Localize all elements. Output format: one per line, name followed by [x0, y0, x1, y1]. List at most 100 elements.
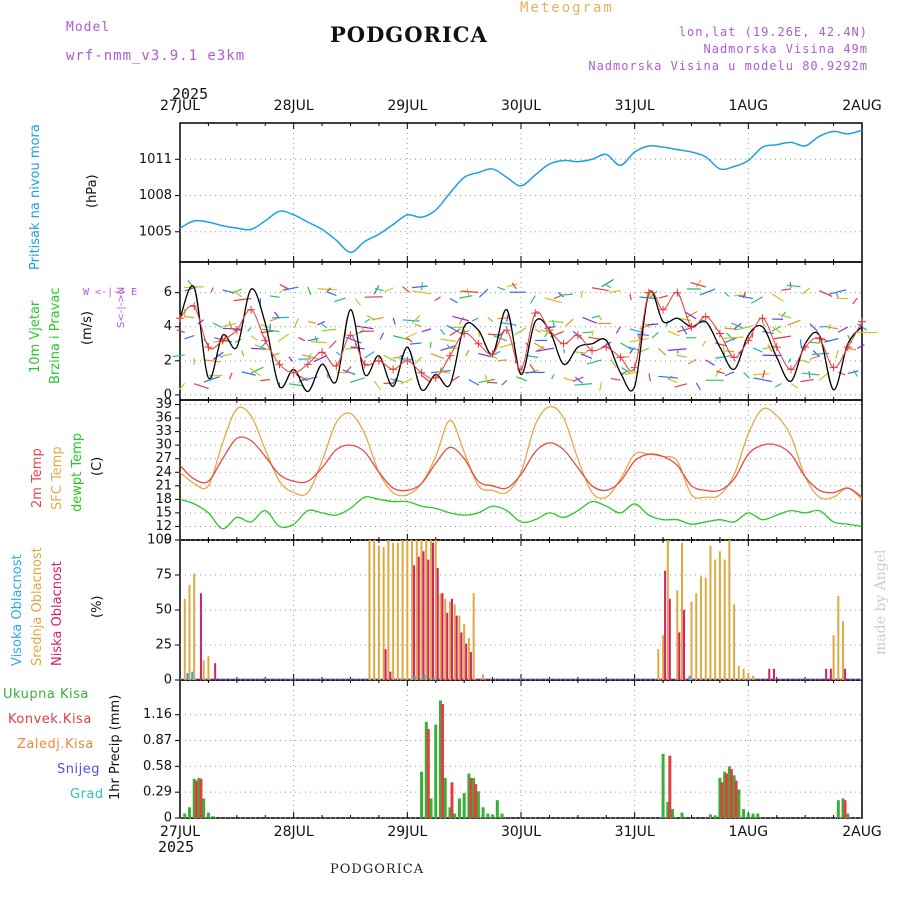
- precip-bar-conv: [720, 782, 724, 818]
- precip-bar-total: [448, 807, 452, 818]
- precip-bar-conv: [725, 773, 729, 818]
- wind-arrow: [241, 371, 256, 376]
- wind-arrow: [511, 282, 517, 290]
- wind-gust-marker: [303, 360, 312, 369]
- precip-bar-total: [197, 777, 201, 818]
- precip-bar-total: [183, 813, 187, 818]
- wind-arrow: [753, 373, 769, 376]
- temp-sfc-line: [179, 405, 863, 500]
- wind-gust-marker: [843, 343, 852, 352]
- wind-compass-h: W <-|-> E: [83, 287, 138, 298]
- precip-bar-total: [666, 801, 670, 818]
- precip-bar-conv: [474, 784, 478, 818]
- wind-arrow: [247, 327, 252, 332]
- wind-arrow: [786, 284, 801, 288]
- precip-bar-total: [187, 807, 191, 818]
- wind-arrow: [826, 326, 839, 330]
- temp-ytick-label: 18: [155, 492, 172, 507]
- wind-gust-marker: [829, 363, 838, 372]
- wind-arrow: [751, 333, 754, 339]
- wind-arrow: [565, 318, 574, 327]
- wind-arrow: [629, 293, 632, 301]
- wind-arrow: [279, 287, 287, 294]
- time-label-top: 29JUL: [387, 98, 427, 114]
- precip-legend-hail: Grad: [70, 787, 104, 802]
- precip-ytick-label: 0.29: [143, 785, 172, 800]
- wind-arrow: [216, 353, 223, 358]
- precip-bar-conv: [426, 728, 430, 818]
- precip-bar-total: [420, 771, 424, 818]
- precip-bar-conv: [734, 780, 738, 818]
- precip-bar-total: [491, 814, 495, 818]
- wind-arrow: [487, 381, 498, 384]
- wind-arrow: [384, 287, 394, 293]
- wind-gust-marker: [744, 336, 753, 345]
- wind-arrow: [393, 356, 402, 359]
- wind-gust-marker: [445, 351, 454, 360]
- wind-arrow: [392, 378, 397, 384]
- wind-arrow: [835, 292, 839, 298]
- wind-arrow: [668, 378, 678, 384]
- precip-ytick-label: 0.87: [143, 733, 172, 748]
- wind-arrow: [726, 332, 735, 341]
- wind-arrow: [677, 327, 693, 333]
- wind-arrow: [762, 330, 774, 335]
- wind-gust-marker: [460, 329, 469, 338]
- wind-arrow: [837, 326, 849, 333]
- precip-legend-frz: Zaledj.Kisa: [17, 737, 94, 752]
- wind-arrow: [536, 347, 555, 352]
- wind-arrow: [279, 283, 290, 290]
- wind-arrow: [402, 332, 417, 340]
- wind-arrow: [819, 290, 833, 297]
- wind-gust-marker: [801, 343, 810, 352]
- wind-gust-marker: [858, 317, 866, 326]
- wind-arrow: [430, 353, 445, 360]
- meteogram-label: Meteogram: [520, 0, 614, 16]
- precip-bar-total: [443, 777, 447, 818]
- wind-arrow: [856, 344, 865, 349]
- precip-bar-total: [453, 813, 457, 818]
- wind-arrow: [714, 367, 722, 377]
- wind-arrow: [172, 354, 185, 358]
- wind-gust-marker: [275, 360, 284, 369]
- pressure-ytick-label: 1005: [139, 224, 172, 239]
- wind-gust-marker: [346, 331, 355, 340]
- wind-arrow: [762, 321, 766, 327]
- pressure-ytick-label: 1008: [139, 188, 172, 203]
- wind-arrow: [212, 322, 223, 328]
- wind-gust-marker: [474, 339, 483, 348]
- precip-bar-conv: [729, 769, 733, 818]
- precip-bar-total: [457, 798, 461, 818]
- wind-arrow: [667, 330, 680, 337]
- wind-arrow: [574, 376, 583, 384]
- wind-arrow: [563, 377, 575, 382]
- wind-arrow: [563, 348, 566, 354]
- wind-arrow: [231, 288, 242, 295]
- wind-arrow: [293, 318, 299, 328]
- wind-arrow: [234, 338, 242, 344]
- wind-arrow: [210, 287, 214, 293]
- wind-arrow: [657, 347, 667, 356]
- wind-arrow: [222, 353, 233, 357]
- wind-arrow: [681, 325, 688, 335]
- wind-arrow: [328, 340, 337, 349]
- wind-arrow: [203, 376, 220, 383]
- wind-arrow: [400, 378, 413, 385]
- wind-arrow: [800, 359, 810, 364]
- wind-gust-marker: [261, 336, 270, 345]
- precip-bar-total: [429, 798, 433, 818]
- cloud-ytick-label: 75: [155, 568, 172, 583]
- wind-arrow: [725, 350, 735, 353]
- wind-arrow: [203, 359, 221, 363]
- precip-bar-total: [846, 813, 850, 818]
- wind-arrow: [429, 341, 432, 349]
- wind-arrow: [326, 287, 332, 293]
- wind-arrow: [582, 331, 593, 334]
- wind-arrow: [591, 330, 594, 337]
- wind-arrow: [468, 379, 480, 386]
- wind-arrow: [847, 347, 857, 351]
- wind-arrow: [440, 345, 457, 351]
- wind-arrow: [233, 297, 252, 302]
- precip-bar-total: [481, 807, 485, 818]
- precip-bar-total: [476, 791, 480, 818]
